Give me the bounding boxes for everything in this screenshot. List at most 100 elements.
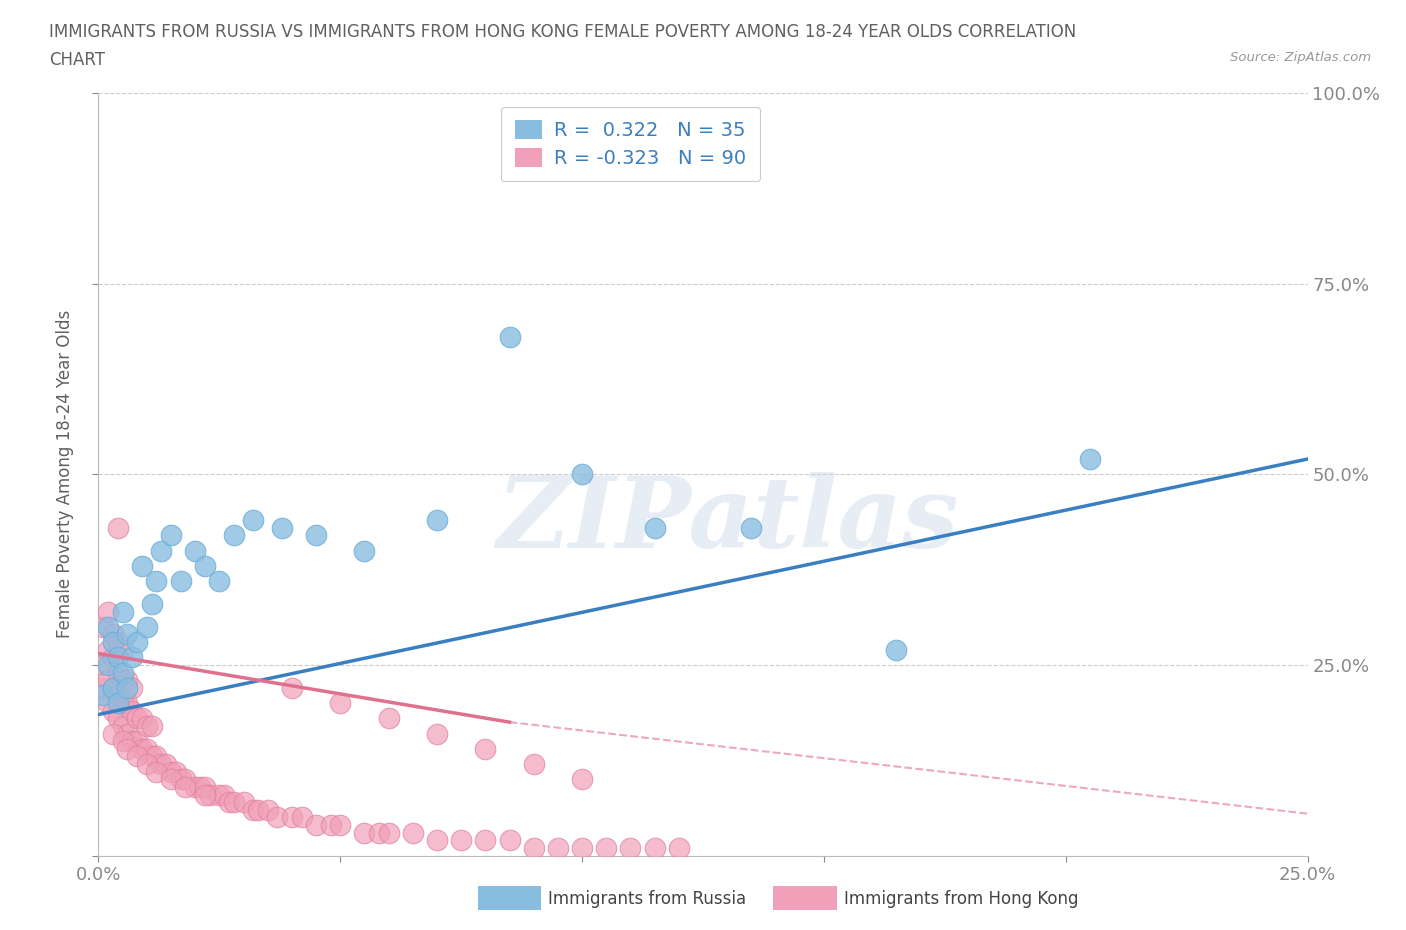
Point	[160, 528, 183, 543]
Point	[165, 764, 187, 779]
Point	[141, 719, 163, 734]
Point	[498, 833, 520, 848]
Text: Source: ZipAtlas.com: Source: ZipAtlas.com	[1230, 51, 1371, 64]
Point	[402, 825, 425, 840]
Point	[160, 764, 183, 779]
Point	[319, 817, 342, 832]
Point	[450, 833, 472, 848]
Point	[97, 658, 120, 672]
Point	[242, 803, 264, 817]
Point	[218, 795, 240, 810]
Point	[266, 810, 288, 825]
Point	[188, 779, 211, 794]
Point	[135, 741, 157, 756]
Point	[101, 703, 124, 718]
Point	[131, 741, 153, 756]
Point	[184, 779, 207, 794]
Point	[212, 787, 235, 802]
Point	[222, 795, 245, 810]
Point	[97, 643, 120, 658]
Point	[117, 741, 139, 756]
Text: CHART: CHART	[49, 51, 105, 69]
Point	[111, 665, 134, 680]
Point	[111, 604, 134, 619]
Point	[290, 810, 312, 825]
Point	[208, 787, 231, 802]
Point	[232, 795, 254, 810]
Point	[426, 726, 449, 741]
Point	[107, 520, 129, 535]
Point	[353, 825, 375, 840]
Point	[150, 543, 173, 558]
Point	[194, 558, 217, 573]
Point	[97, 604, 120, 619]
Point	[247, 803, 270, 817]
Point	[184, 543, 207, 558]
Point	[222, 528, 245, 543]
Point	[426, 512, 449, 527]
Point	[198, 787, 221, 802]
Point	[101, 634, 124, 649]
Point	[117, 726, 139, 741]
Point	[145, 764, 167, 779]
Point	[141, 749, 163, 764]
Point	[169, 772, 191, 787]
Point	[377, 711, 399, 725]
Point	[145, 749, 167, 764]
Point	[97, 619, 120, 634]
Point	[194, 779, 217, 794]
Point	[111, 672, 134, 687]
Point	[740, 520, 762, 535]
Point	[107, 688, 129, 703]
Point	[281, 681, 304, 696]
Point	[194, 787, 217, 802]
Point	[329, 696, 352, 711]
Point	[353, 543, 375, 558]
Point	[91, 688, 114, 703]
Point	[131, 558, 153, 573]
Point	[329, 817, 352, 832]
Point	[571, 467, 593, 482]
Point	[523, 841, 546, 856]
Point	[305, 817, 328, 832]
Text: Immigrants from Hong Kong: Immigrants from Hong Kong	[844, 890, 1078, 909]
Point	[97, 672, 120, 687]
Point	[101, 681, 124, 696]
Point	[150, 757, 173, 772]
Point	[91, 658, 114, 672]
Point	[523, 757, 546, 772]
Y-axis label: Female Poverty Among 18-24 Year Olds: Female Poverty Among 18-24 Year Olds	[56, 311, 75, 638]
Point	[101, 681, 124, 696]
Point	[160, 772, 183, 787]
Text: Immigrants from Russia: Immigrants from Russia	[548, 890, 747, 909]
Point	[127, 711, 149, 725]
Point	[145, 574, 167, 589]
Point	[135, 719, 157, 734]
Point	[121, 650, 143, 665]
Point	[242, 512, 264, 527]
Point	[111, 643, 134, 658]
Point	[886, 643, 908, 658]
Point	[107, 634, 129, 649]
Point	[111, 734, 134, 749]
Point	[117, 672, 139, 687]
Point	[127, 634, 149, 649]
Point	[571, 841, 593, 856]
Point	[368, 825, 391, 840]
Point	[619, 841, 641, 856]
Legend: R =  0.322   N = 35, R = -0.323   N = 90: R = 0.322 N = 35, R = -0.323 N = 90	[502, 107, 759, 181]
Point	[595, 841, 617, 856]
Point	[135, 619, 157, 634]
Point	[135, 757, 157, 772]
Text: ZIPatlas: ZIPatlas	[496, 472, 959, 568]
Point	[111, 696, 134, 711]
Point	[101, 627, 124, 642]
Point	[107, 696, 129, 711]
Point	[117, 627, 139, 642]
Point	[127, 734, 149, 749]
Point	[305, 528, 328, 543]
Point	[121, 734, 143, 749]
Point	[498, 329, 520, 344]
Point	[174, 779, 197, 794]
Point	[547, 841, 569, 856]
